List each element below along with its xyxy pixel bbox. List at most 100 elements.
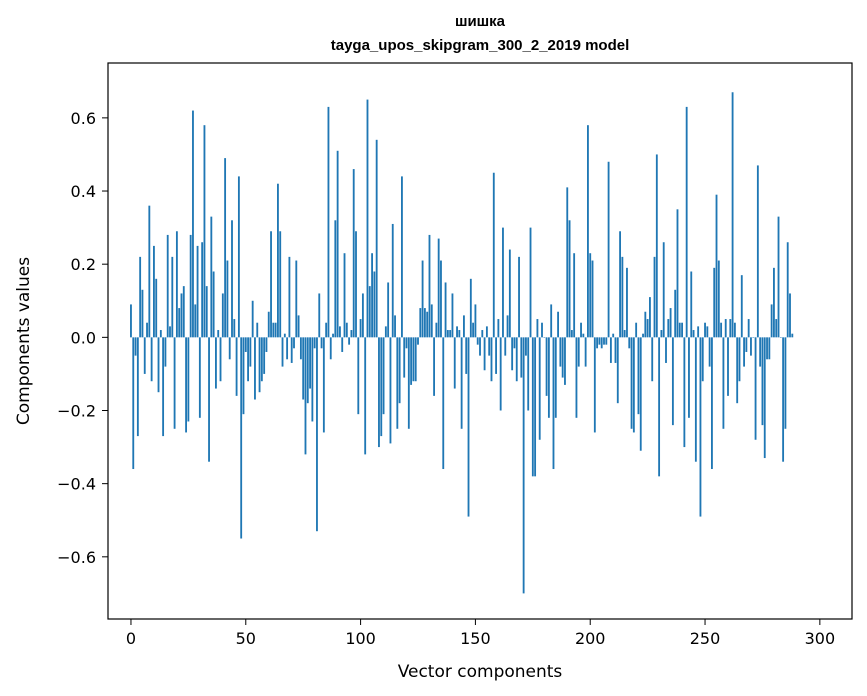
bar xyxy=(593,337,596,433)
bar xyxy=(249,337,252,367)
bar xyxy=(316,337,318,532)
bar xyxy=(580,322,582,338)
bar xyxy=(295,260,298,338)
bar xyxy=(281,337,284,367)
bar xyxy=(311,337,314,422)
bar xyxy=(212,271,215,338)
bar xyxy=(414,337,417,382)
bar xyxy=(256,322,259,338)
bar xyxy=(265,337,268,352)
bar xyxy=(747,319,750,338)
bar xyxy=(628,337,631,349)
bar xyxy=(626,267,628,338)
bar xyxy=(467,337,470,517)
x-tick-label: 100 xyxy=(345,629,376,648)
bar xyxy=(171,256,174,338)
bar xyxy=(403,337,406,378)
bar xyxy=(329,337,332,360)
bar xyxy=(224,158,227,338)
bar xyxy=(189,234,192,338)
bar xyxy=(513,337,516,349)
bar xyxy=(426,311,429,338)
bar xyxy=(614,337,617,363)
bar xyxy=(603,337,605,345)
bar xyxy=(244,337,247,352)
bar xyxy=(327,106,330,338)
bar xyxy=(242,337,245,415)
bar xyxy=(198,337,201,418)
bar xyxy=(488,337,491,356)
bar xyxy=(773,267,775,338)
bar xyxy=(304,337,307,455)
bar xyxy=(740,275,743,338)
bar xyxy=(639,337,642,451)
y-tick-label: 0.2 xyxy=(71,255,96,274)
bar xyxy=(575,337,578,418)
bar xyxy=(368,286,371,338)
bar xyxy=(318,293,321,338)
bar xyxy=(299,337,302,360)
bar xyxy=(770,304,773,338)
bar xyxy=(290,337,293,363)
bar xyxy=(361,293,364,338)
bar xyxy=(380,337,383,437)
bar xyxy=(616,337,619,404)
bar xyxy=(756,165,759,338)
bar xyxy=(357,337,360,415)
chart-title: шишка xyxy=(455,13,506,30)
bar xyxy=(568,220,571,338)
bar xyxy=(584,337,587,367)
bar xyxy=(570,330,573,338)
bar xyxy=(456,326,458,338)
bar xyxy=(251,300,254,338)
bar xyxy=(768,337,771,360)
bar xyxy=(401,176,403,338)
bar xyxy=(715,194,718,338)
bar xyxy=(180,293,183,338)
bar xyxy=(194,304,197,338)
bar xyxy=(547,337,550,418)
bar xyxy=(410,337,413,385)
bar xyxy=(274,322,277,338)
bar xyxy=(502,227,504,338)
bar xyxy=(283,333,286,338)
bar xyxy=(148,205,151,338)
bar xyxy=(437,238,440,338)
bar xyxy=(221,293,224,338)
bar xyxy=(529,227,532,338)
bar xyxy=(341,337,344,352)
bar xyxy=(763,337,766,459)
bar xyxy=(605,337,608,345)
bar xyxy=(302,337,305,400)
bar xyxy=(396,337,399,429)
bar xyxy=(394,315,396,338)
bar xyxy=(205,286,208,338)
bar xyxy=(724,319,727,338)
bar xyxy=(178,308,181,338)
bar xyxy=(391,223,394,338)
plot-frame xyxy=(107,62,853,620)
bar xyxy=(286,337,289,360)
bar xyxy=(306,337,309,404)
y-tick-label: 0.0 xyxy=(71,328,96,347)
bar xyxy=(646,319,649,338)
bar xyxy=(632,337,635,433)
bar xyxy=(525,337,527,356)
bar xyxy=(596,337,599,349)
bar xyxy=(621,256,624,338)
bar xyxy=(313,337,316,349)
bar xyxy=(279,231,282,338)
bar xyxy=(233,319,236,338)
bar xyxy=(557,311,559,338)
bar xyxy=(185,337,187,433)
bar xyxy=(699,337,702,517)
bar xyxy=(515,337,518,382)
bar xyxy=(531,337,534,477)
bar xyxy=(750,337,752,356)
bar xyxy=(173,337,176,429)
bar xyxy=(320,337,323,349)
bar xyxy=(545,337,548,396)
bar xyxy=(644,311,647,338)
bar xyxy=(733,322,736,338)
